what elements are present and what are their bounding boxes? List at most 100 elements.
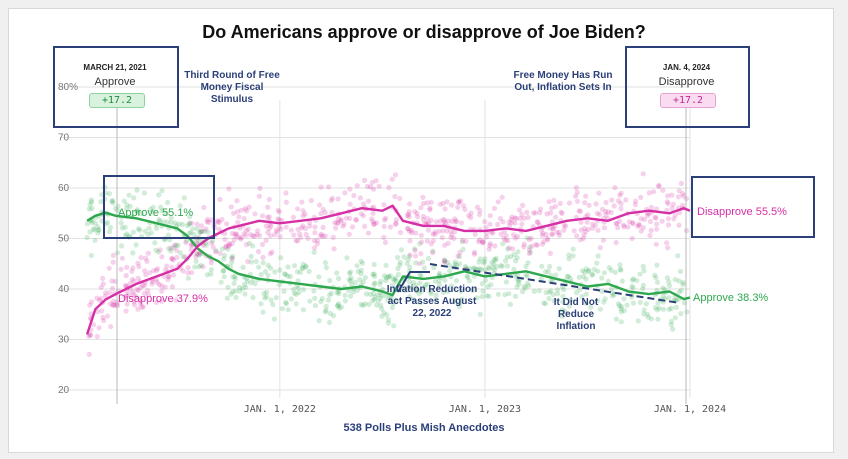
poll-dot [653, 241, 659, 247]
poll-dot [512, 235, 518, 241]
poll-dot [349, 224, 356, 230]
poll-dot [198, 262, 204, 269]
poll-dot [328, 290, 334, 296]
poll-dot [623, 197, 629, 203]
poll-dot [347, 269, 354, 275]
poll-dot [405, 257, 411, 263]
poll-dots [84, 171, 690, 357]
poll-dot [539, 263, 545, 269]
poll-dot [164, 219, 170, 225]
poll-dot [490, 265, 496, 271]
poll-dot [300, 287, 306, 293]
poll-dot [565, 274, 572, 280]
poll-dot [363, 291, 369, 297]
poll-dot [679, 202, 686, 208]
poll-dot [486, 266, 492, 272]
poll-dot [358, 271, 364, 277]
poll-dot [617, 303, 623, 309]
poll-dot [238, 207, 244, 213]
poll-dot [137, 301, 144, 307]
poll-dot [123, 233, 129, 239]
poll-dot [452, 216, 458, 222]
poll-dot [197, 229, 203, 235]
poll-dot [365, 198, 372, 204]
poll-dot [118, 266, 124, 272]
poll-dot [678, 180, 685, 187]
poll-dot [489, 259, 495, 265]
poll-dot [364, 183, 371, 190]
poll-dot [468, 215, 474, 221]
poll-dot [582, 225, 588, 232]
poll-dot [295, 206, 301, 212]
poll-dot [131, 195, 137, 201]
poll-dot [640, 225, 646, 231]
left-callout-date: MARCH 21, 2021 [83, 63, 147, 72]
poll-dot [329, 195, 335, 201]
right-callout-box [625, 46, 750, 128]
poll-dot [546, 199, 552, 205]
poll-dot [504, 263, 510, 269]
poll-dot [232, 288, 238, 294]
poll-dot [338, 218, 344, 224]
poll-dot [186, 230, 192, 236]
poll-dot [318, 298, 324, 305]
poll-dot [605, 278, 611, 284]
poll-dot [203, 242, 209, 248]
poll-dot [597, 211, 603, 218]
poll-dot [412, 209, 418, 215]
poll-dot [151, 268, 157, 274]
poll-dot [492, 243, 498, 249]
poll-dot [168, 245, 174, 251]
poll-dot [358, 258, 364, 264]
poll-dot [88, 197, 94, 203]
poll-dot [427, 207, 433, 213]
poll-dot [405, 226, 411, 232]
poll-dot [133, 294, 139, 300]
poll-dot [577, 287, 583, 293]
poll-dot [224, 221, 230, 227]
poll-dot [352, 279, 358, 286]
poll-dot [101, 317, 107, 324]
approve-start-box [103, 175, 215, 239]
poll-dot [581, 232, 587, 238]
poll-dot [590, 225, 596, 231]
poll-dot [291, 232, 297, 238]
poll-dot [126, 292, 132, 298]
poll-dot [479, 281, 485, 287]
poll-dot [290, 286, 297, 292]
poll-dot [197, 229, 203, 236]
poll-dot [146, 225, 152, 231]
poll-dot [92, 220, 98, 226]
poll-dot [417, 280, 423, 286]
poll-dot [656, 183, 662, 190]
poll-dot [625, 224, 631, 230]
stimulus-annotation: Third Round of Free Money Fiscal Stimulu… [184, 70, 280, 105]
poll-dot [311, 249, 317, 255]
poll-dot [272, 269, 278, 275]
poll-dot [414, 287, 420, 293]
poll-dot [84, 234, 90, 241]
poll-dot [230, 253, 236, 260]
poll-dot [303, 263, 309, 269]
poll-dot [283, 224, 289, 230]
poll-dot [629, 235, 635, 242]
poll-dot [390, 276, 396, 282]
poll-dot [149, 278, 155, 285]
poll-dot [306, 219, 313, 225]
poll-dot [421, 265, 427, 271]
poll-dot [638, 228, 644, 234]
poll-dot [169, 284, 175, 290]
poll-dot [596, 190, 602, 196]
poll-dot [561, 287, 567, 293]
poll-dot [371, 296, 377, 302]
poll-dot [381, 234, 387, 240]
poll-dot [653, 215, 659, 221]
poll-dot [414, 288, 420, 294]
poll-dot [220, 268, 226, 274]
poll-dot [477, 266, 483, 272]
poll-dot [395, 266, 401, 272]
poll-dot [342, 298, 348, 304]
poll-dot [307, 298, 313, 304]
poll-dot [525, 260, 531, 266]
poll-dot [406, 211, 412, 217]
